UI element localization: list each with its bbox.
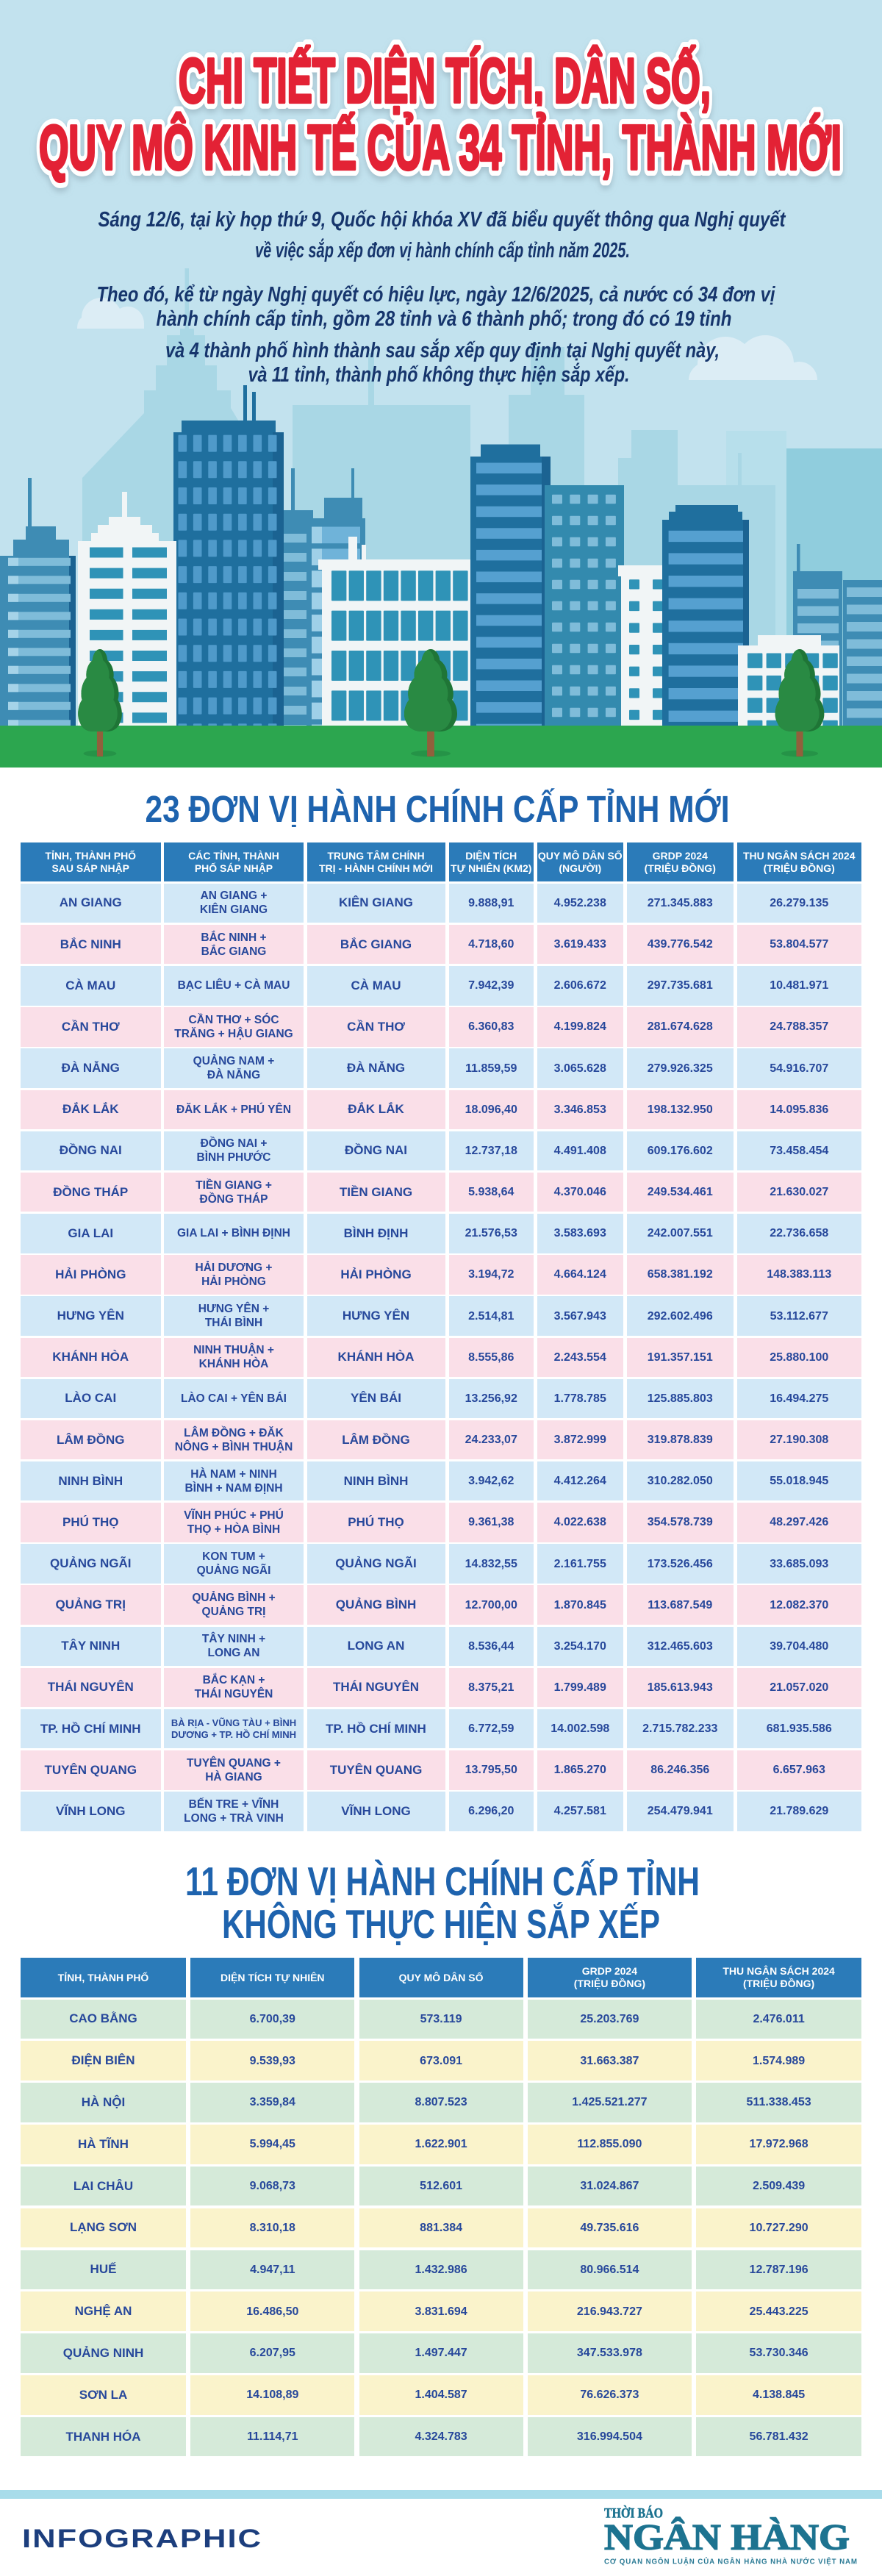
svg-text:INFOGRAPHIC: INFOGRAPHIC (22, 2525, 262, 2553)
svg-text:Theo đó, kể từ ngày Nghị quyết: Theo đó, kể từ ngày Nghị quyết có hiệu l… (97, 283, 776, 307)
svg-text:và 4 thành phố hình thành sau: và 4 thành phố hình thành sau sắp xếp qu… (165, 339, 720, 362)
svg-text:NGÂN HÀNG: NGÂN HÀNG (604, 2516, 850, 2558)
svg-text:THỜI BÁO: THỜI BÁO (604, 2505, 663, 2522)
svg-text:QUY MÔ KINH TẾ CỦA 34 TỈNH, TH: QUY MÔ KINH TẾ CỦA 34 TỈNH, THÀNH MỚI (39, 112, 842, 182)
svg-text:CHI TIẾT DIỆN TÍCH, DÂN SỐ,: CHI TIẾT DIỆN TÍCH, DÂN SỐ, (179, 45, 711, 115)
svg-text:CƠ QUAN NGÔN LUẬN CỦA NGÂN HÀN: CƠ QUAN NGÔN LUẬN CỦA NGÂN HÀNG NHÀ NƯỚC… (604, 2558, 857, 2566)
svg-text:QUY MÔ KINH TẾ CỦA 34 TỈNH, TH: QUY MÔ KINH TẾ CỦA 34 TỈNH, THÀNH MỚI (39, 112, 842, 182)
svg-text:KHÔNG THỰC HIỆN SẮP XẾP: KHÔNG THỰC HIỆN SẮP XẾP (222, 1900, 660, 1945)
svg-text:23 ĐƠN VỊ HÀNH CHÍNH CẤP TỈNH: 23 ĐƠN VỊ HÀNH CHÍNH CẤP TỈNH MỚI (145, 788, 729, 827)
svg-text:Sáng 12/6, tại kỳ họp thứ 9, Q: Sáng 12/6, tại kỳ họp thứ 9, Quốc hội kh… (98, 208, 786, 232)
svg-text:hành chính cấp tỉnh, gồm 28 tỉ: hành chính cấp tỉnh, gồm 28 tỉnh và 6 th… (157, 307, 732, 331)
svg-text:và 11 tỉnh, thành phố không th: và 11 tỉnh, thành phố không thực hiện sắ… (248, 363, 630, 387)
svg-text:11 ĐƠN VỊ HÀNH CHÍNH CẤP TỈNH: 11 ĐƠN VỊ HÀNH CHÍNH CẤP TỈNH (185, 1858, 700, 1904)
svg-text:CHI TIẾT DIỆN TÍCH, DÂN SỐ,: CHI TIẾT DIỆN TÍCH, DÂN SỐ, (179, 45, 711, 115)
svg-text:về việc sắp xếp đơn vị hành ch: về việc sắp xếp đơn vị hành chính cấp tỉ… (255, 239, 630, 262)
